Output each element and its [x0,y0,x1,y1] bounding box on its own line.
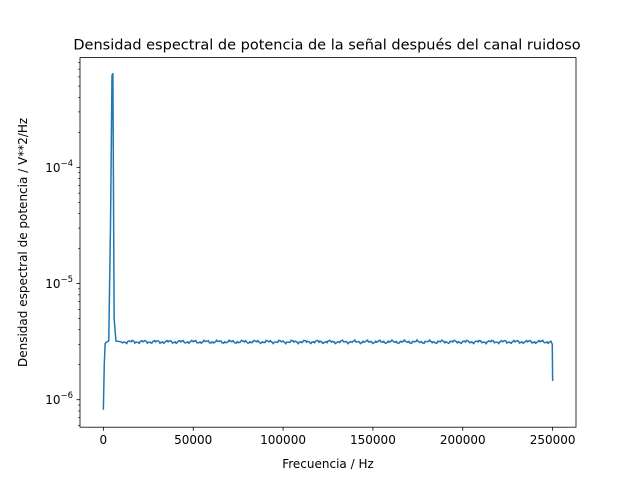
y-tick-label: 10−6 [45,391,73,407]
plot-area-frame [79,57,577,428]
y-tick-label: 10−5 [45,275,73,291]
x-axis: 0 50000 100000 150000 200000 250000 [100,427,576,447]
x-tick-label: 200000 [440,433,486,447]
series-line [102,72,554,410]
x-tick-label: 50000 [174,433,212,447]
x-axis-label: Frecuencia / Hz [282,457,374,471]
x-tick-label: 0 [100,433,108,447]
series-layer [102,72,554,410]
y-tick-label: 10−4 [45,159,73,175]
x-tick-label: 100000 [260,433,306,447]
y-axis: 10−6 10−5 10−4 [45,62,80,426]
x-tick-label: 150000 [350,433,396,447]
y-axis-label: Densidad espectral de potencia / V**2/Hz [16,118,30,367]
chart-title: Densidad espectral de potencia de la señ… [73,38,580,54]
x-tick-label: 250000 [530,433,576,447]
